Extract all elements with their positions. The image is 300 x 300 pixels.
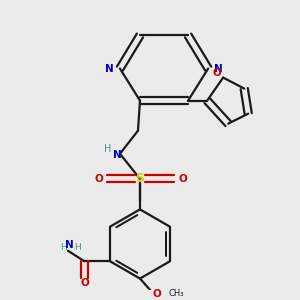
Text: N: N: [112, 150, 121, 160]
Text: H: H: [60, 243, 66, 252]
Text: O: O: [80, 278, 89, 288]
Text: H: H: [104, 144, 112, 154]
Text: N: N: [105, 64, 114, 74]
Text: O: O: [213, 68, 221, 78]
Text: O: O: [152, 290, 161, 299]
Text: S: S: [136, 172, 145, 185]
Text: H: H: [74, 243, 81, 252]
Text: N: N: [214, 64, 223, 74]
Text: N: N: [65, 240, 74, 250]
Text: O: O: [178, 174, 187, 184]
Text: O: O: [94, 174, 103, 184]
Text: CH₃: CH₃: [169, 289, 184, 298]
